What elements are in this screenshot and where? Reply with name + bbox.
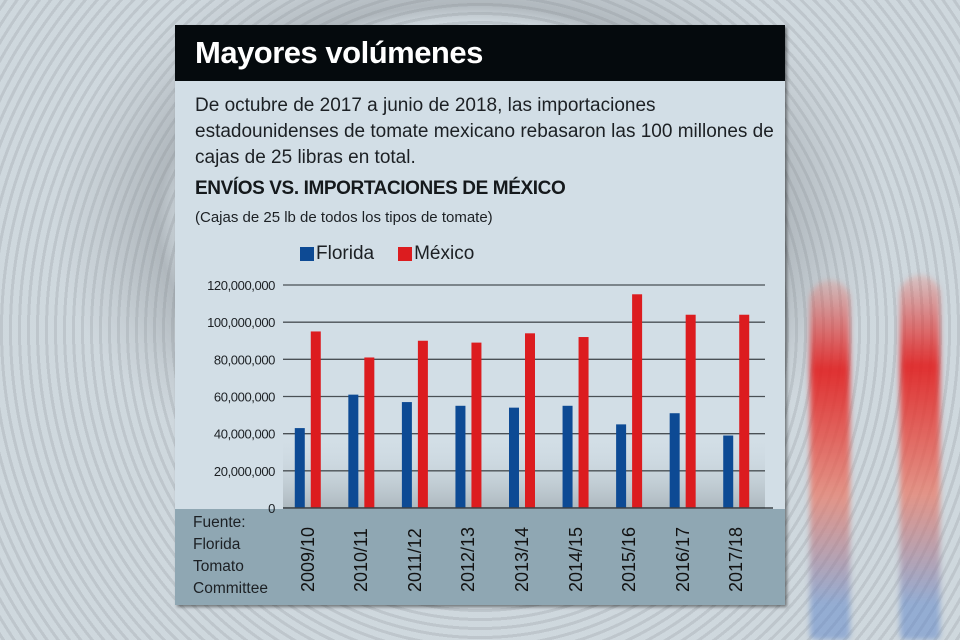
- bar-mexico: [471, 342, 482, 508]
- legend-item-florida: Florida: [300, 243, 374, 265]
- legend-swatch-mexico: [398, 247, 413, 261]
- bar-mexico: [364, 357, 375, 508]
- title-bar: Mayores volúmenes: [175, 25, 785, 81]
- bar-mexico: [310, 331, 321, 508]
- y-tick-label: 80,000,000: [214, 352, 275, 367]
- y-tick-label: 100,000,000: [207, 315, 275, 330]
- x-tick-label: 2011/12: [404, 528, 425, 592]
- bar-florida: [348, 394, 359, 508]
- x-tick-label: 2016/17: [672, 526, 693, 592]
- chart-title: ENVÍOS VS. IMPORTACIONES DE MÉXICO: [195, 178, 566, 199]
- source-line: Florida: [193, 536, 241, 553]
- bar-mexico: [685, 314, 696, 508]
- legend-label-florida: Florida: [316, 243, 375, 264]
- bar-florida: [562, 405, 573, 508]
- x-tick-label: 2014/15: [565, 526, 586, 592]
- bar-florida: [616, 424, 627, 508]
- y-tick-label: 120,000,000: [207, 278, 275, 293]
- bar-mexico: [578, 337, 589, 508]
- x-tick-label: 2013/14: [512, 526, 532, 592]
- source-line: Fuente:: [193, 514, 246, 531]
- infographic-card: Mayores volúmenes De octubre de 2017 a j…: [175, 25, 785, 605]
- legend-label-mexico: México: [414, 243, 475, 264]
- y-tick-label: 20,000,000: [214, 464, 275, 479]
- background-flame-decoration: [900, 275, 940, 640]
- chart-subtitle: (Cajas de 25 lb de todos los tipos de to…: [195, 209, 493, 226]
- intro-paragraph: De octubre de 2017 a junio de 2018, las …: [195, 95, 774, 168]
- bar-florida: [401, 402, 412, 508]
- x-tick-label: 2010/11: [351, 528, 372, 592]
- legend-item-mexico: México: [398, 243, 474, 265]
- bar-florida: [669, 413, 680, 508]
- bar-chart: 0 20,000,000 40,000,000 60,000,000 80,000,00…: [207, 278, 773, 516]
- bar-florida: [455, 405, 466, 508]
- bar-mexico: [739, 314, 750, 508]
- bar-mexico: [632, 294, 643, 508]
- y-tick-label: 60,000,000: [214, 390, 275, 405]
- bar-mexico: [525, 333, 535, 508]
- source-note: Fuente: Florida Tomato Committee: [193, 512, 268, 600]
- legend-swatch-florida: [300, 247, 314, 261]
- bar-mexico: [417, 340, 428, 508]
- infographic-title: Mayores volúmenes: [195, 35, 483, 70]
- chart-legend: Florida México: [300, 243, 474, 265]
- source-line: Committee: [193, 580, 268, 597]
- x-tick-label: 2012/13: [458, 526, 479, 592]
- y-tick-label: 0: [268, 501, 275, 516]
- background-flame-decoration: [810, 280, 850, 640]
- bar-florida: [509, 407, 519, 508]
- x-tick-label: 2009/10: [297, 526, 318, 592]
- x-tick-label: 2015/16: [619, 526, 640, 592]
- category-axis-band: [175, 509, 785, 605]
- x-tick-label: 2017/18: [726, 526, 747, 592]
- y-tick-label: 40,000,000: [214, 427, 275, 442]
- source-line: Tomato: [193, 558, 244, 575]
- bar-florida: [294, 428, 305, 508]
- bar-florida: [723, 435, 734, 508]
